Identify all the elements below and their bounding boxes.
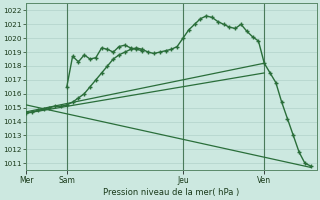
X-axis label: Pression niveau de la mer( hPa ): Pression niveau de la mer( hPa ) bbox=[103, 188, 239, 197]
